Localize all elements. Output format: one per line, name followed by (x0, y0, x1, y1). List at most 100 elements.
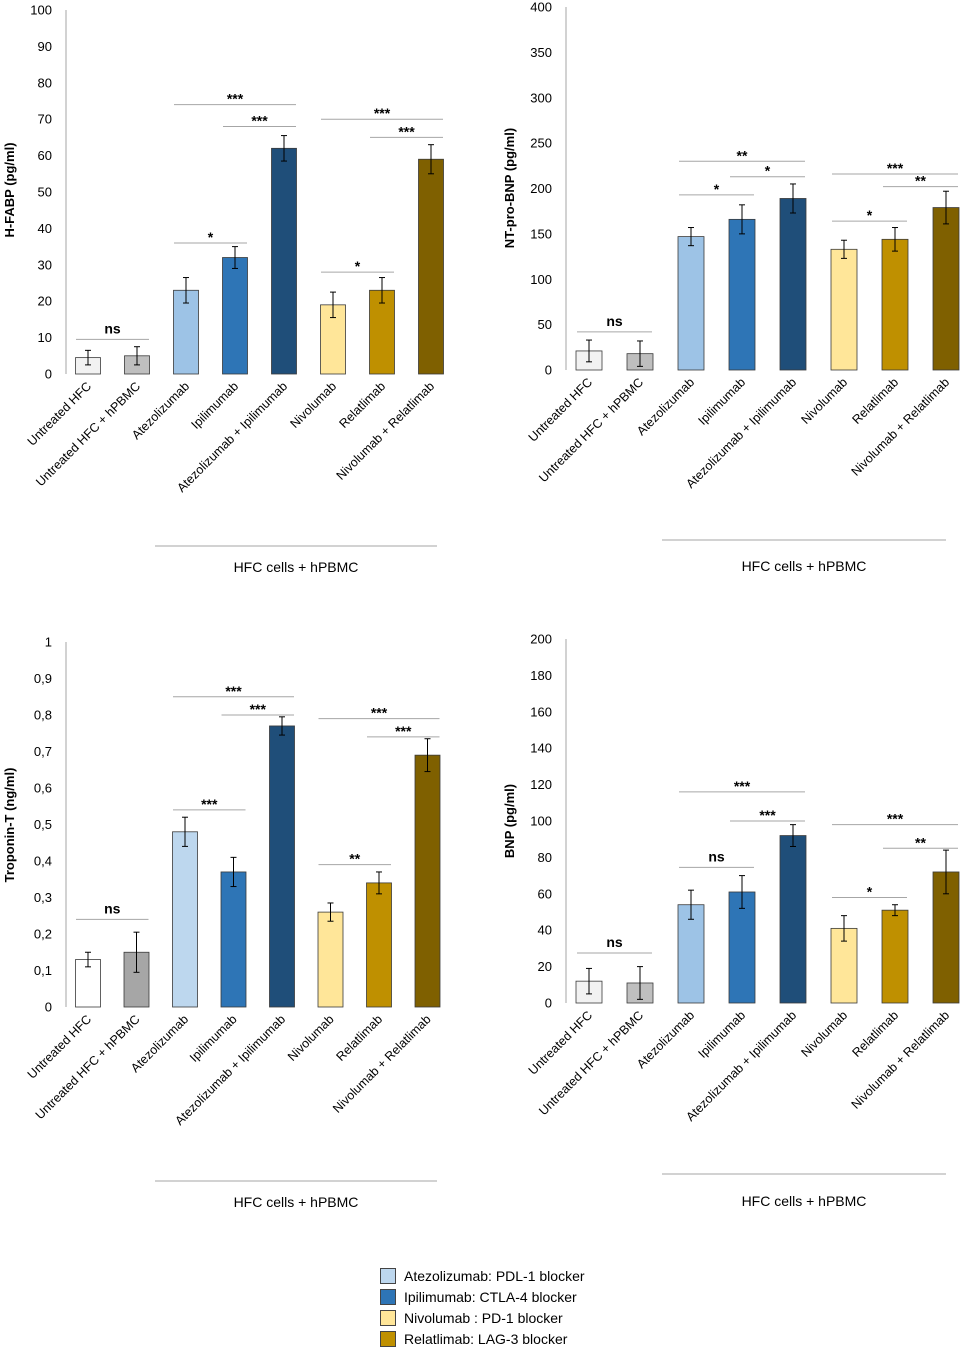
legend-item-ipilimumab: Ipilimumab: CTLA-4 blocker (380, 1286, 630, 1307)
significance-label: ns (708, 848, 725, 864)
significance-label: ns (104, 900, 121, 916)
y-tick-label: 20 (538, 959, 552, 974)
category-label: Relatlimab (849, 1008, 901, 1060)
bar (677, 904, 705, 1004)
significance-label: ns (104, 320, 121, 336)
y-tick-label: 70 (38, 112, 52, 127)
y-axis-title: NT-pro-BNP (pg/ml) (502, 128, 517, 248)
category-label: Nivolumab + Relatlimab (849, 375, 953, 479)
category-label: Nivolumab (287, 379, 339, 431)
y-tick-label: 200 (530, 181, 552, 196)
y-tick-label: 250 (530, 136, 552, 151)
group-label: HFC cells + hPBMC (742, 558, 867, 574)
significance-label: * (867, 883, 873, 899)
y-tick-label: 60 (38, 148, 52, 163)
y-tick-label: 0,6 (34, 781, 52, 796)
category-label: Relatlimab (849, 375, 901, 427)
category-label: Untreated HFC + hPBMC (536, 375, 646, 485)
bar (220, 871, 247, 1008)
bar (418, 158, 444, 375)
group-label: HFC cells + hPBMC (742, 1193, 867, 1209)
legend-swatch (380, 1309, 396, 1326)
y-tick-label: 80 (38, 75, 52, 90)
y-tick-label: 100 (530, 272, 552, 287)
significance-label: ns (606, 313, 623, 329)
legend-label: Ipilimumab: CTLA-4 blocker (404, 1288, 577, 1305)
y-tick-label: 200 (530, 632, 552, 647)
bar (677, 236, 705, 371)
y-tick-label: 90 (38, 39, 52, 54)
group-label: HFC cells + hPBMC (234, 1194, 359, 1210)
bar (881, 238, 909, 371)
legend-item-relatlimab: Relatlimab: LAG-3 blocker (380, 1328, 630, 1349)
category-label: Nivolumab + Relatlimab (334, 379, 438, 483)
significance-label: ** (737, 147, 748, 163)
category-label: Ipilimumab (695, 1008, 748, 1061)
significance-label: *** (227, 91, 244, 107)
bar (173, 289, 199, 375)
significance-label: * (765, 163, 771, 179)
category-label: Untreated HFC + hPBMC (33, 1012, 143, 1122)
category-label: Ipilimumab (187, 1012, 240, 1065)
legend-swatch (380, 1288, 396, 1305)
significance-label: ** (915, 834, 926, 850)
y-tick-label: 0,2 (34, 927, 52, 942)
y-tick-label: 10 (38, 330, 52, 345)
significance-label: *** (250, 701, 267, 717)
bar (779, 198, 807, 371)
bar (369, 289, 395, 375)
category-label: Atezolizumab + Ipilimumab (683, 1008, 799, 1124)
group-label: HFC cells + hPBMC (234, 559, 359, 575)
significance-label: *** (371, 705, 388, 721)
bar (728, 891, 756, 1004)
y-axis-title: BNP (pg/ml) (502, 784, 517, 858)
bar (414, 754, 441, 1008)
y-tick-label: 30 (38, 257, 52, 272)
significance-label: * (714, 181, 720, 197)
bar (271, 147, 297, 375)
y-tick-label: 100 (530, 814, 552, 829)
y-tick-label: 0,3 (34, 890, 52, 905)
category-label: Untreated HFC + hPBMC (33, 379, 143, 489)
y-tick-label: 0 (545, 996, 552, 1011)
y-tick-label: 300 (530, 90, 552, 105)
chart-panel-1: 0 10 20 30 40 50 60 70 80 90 100 H-FABP (pg/ml) Untr… (2, 3, 444, 575)
bar (366, 882, 392, 1008)
bar (881, 909, 909, 1004)
legend-label: Atezolizumab: PDL-1 blocker (404, 1267, 585, 1284)
chart-panel-2: 0 50 100 150 200 250 300 350 400 NT-pro-BNP (pg/m… (502, 0, 960, 574)
y-tick-label: 400 (530, 0, 552, 15)
category-label: Nivolumab (798, 1008, 850, 1060)
y-tick-label: 60 (538, 886, 552, 901)
y-tick-label: 40 (538, 923, 552, 938)
legend-label: Relatlimab: LAG-3 blocker (404, 1330, 568, 1347)
significance-label: *** (374, 105, 391, 121)
significance-label: *** (887, 811, 904, 827)
bar (317, 911, 344, 1008)
bar (830, 927, 858, 1004)
legend-item-nivolumab: Nivolumab : PD-1 blocker (380, 1307, 630, 1328)
legend-item-atezolizumab: Atezolizumab: PDL-1 blocker (380, 1265, 630, 1286)
y-tick-label: 0,7 (34, 744, 52, 759)
significance-label: *** (759, 807, 776, 823)
y-tick-label: 0,4 (34, 854, 52, 869)
bar (269, 725, 295, 1008)
y-axis-title: H-FABP (pg/ml) (2, 142, 17, 237)
legend-swatch (380, 1267, 396, 1284)
significance-label: ns (606, 934, 623, 950)
significance-label: ** (915, 173, 926, 189)
y-tick-label: 1 (45, 635, 52, 650)
significance-label: *** (225, 683, 242, 699)
y-tick-label: 50 (38, 185, 52, 200)
bar (932, 207, 960, 371)
category-label: Nivolumab (798, 375, 850, 427)
category-label: Relatlimab (333, 1012, 385, 1064)
chart-panel-4: 0 20 40 60 80 100 120 140 160 180 200 BNP (pg/ml) Un… (502, 632, 960, 1209)
y-axis-title: Troponin-T (ng/ml) (2, 768, 17, 883)
legend: Atezolizumab: PDL-1 blocker Ipilimumab: … (380, 1265, 630, 1349)
y-tick-label: 50 (538, 317, 552, 332)
y-tick-label: 0 (545, 363, 552, 378)
category-label: Ipilimumab (188, 379, 241, 432)
category-label: Relatlimab (336, 379, 388, 431)
